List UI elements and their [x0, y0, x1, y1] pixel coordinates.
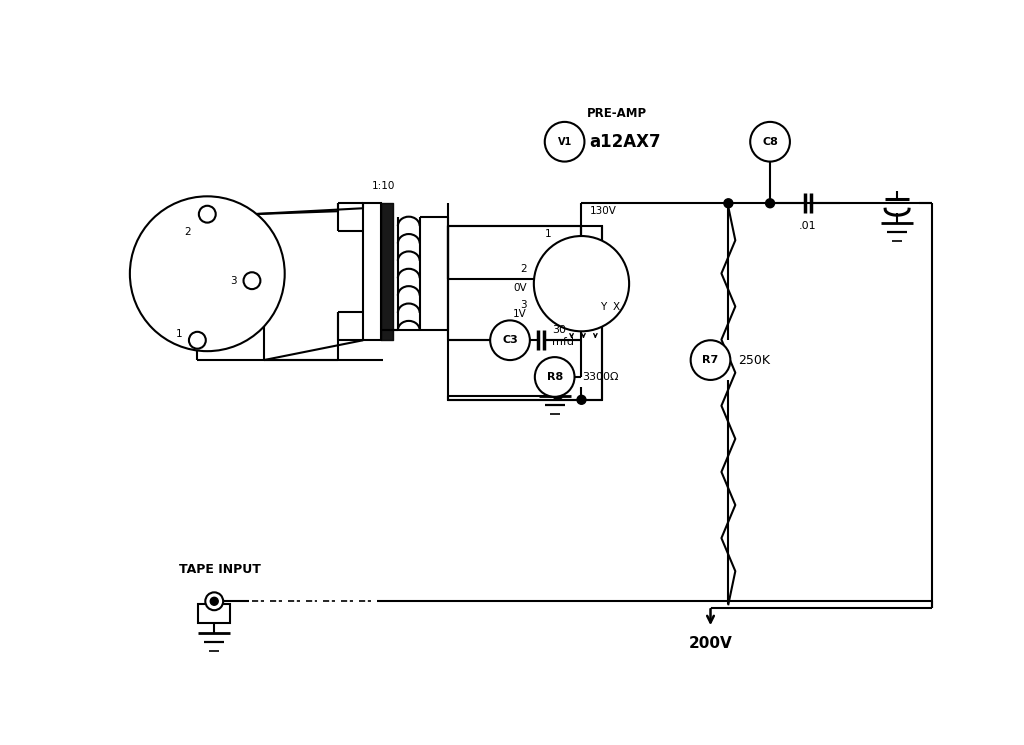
Circle shape — [545, 122, 585, 162]
Circle shape — [199, 206, 216, 223]
Circle shape — [244, 272, 260, 289]
Circle shape — [534, 236, 629, 332]
Circle shape — [535, 357, 574, 397]
Text: 1V: 1V — [513, 309, 527, 320]
Bar — [364, 203, 381, 340]
Text: .01: .01 — [799, 221, 816, 231]
Text: C3: C3 — [502, 335, 518, 345]
Bar — [199, 604, 230, 623]
Circle shape — [766, 199, 774, 208]
Circle shape — [690, 340, 730, 380]
Text: 0V: 0V — [513, 282, 527, 293]
Text: 1: 1 — [176, 329, 182, 339]
Text: 200V: 200V — [688, 636, 732, 651]
Text: 2: 2 — [520, 264, 527, 273]
Circle shape — [205, 592, 223, 610]
Text: 30
mfd: 30 mfd — [552, 326, 573, 347]
Text: R7: R7 — [702, 355, 719, 365]
Text: a12AX7: a12AX7 — [590, 133, 662, 150]
Bar — [449, 226, 602, 400]
Text: 3: 3 — [230, 276, 238, 285]
Text: Y: Y — [600, 302, 606, 311]
Text: 3: 3 — [520, 299, 527, 310]
Circle shape — [210, 597, 218, 605]
Text: V1: V1 — [557, 137, 571, 147]
Text: PRE-AMP: PRE-AMP — [587, 107, 646, 121]
Text: R8: R8 — [547, 372, 563, 382]
Text: C8: C8 — [762, 137, 778, 147]
Text: 1:10: 1:10 — [373, 181, 395, 191]
Circle shape — [130, 197, 285, 351]
Text: X: X — [612, 302, 620, 311]
Text: 2: 2 — [183, 227, 190, 237]
Text: 3300Ω: 3300Ω — [583, 372, 618, 382]
Circle shape — [188, 332, 206, 349]
Text: TAPE INPUT: TAPE INPUT — [179, 563, 261, 577]
Circle shape — [490, 320, 529, 360]
Text: 130V: 130V — [590, 206, 616, 216]
Text: 250K: 250K — [738, 354, 770, 367]
Circle shape — [751, 122, 790, 162]
Circle shape — [577, 396, 586, 405]
Text: 1: 1 — [545, 229, 552, 239]
Circle shape — [724, 199, 733, 208]
